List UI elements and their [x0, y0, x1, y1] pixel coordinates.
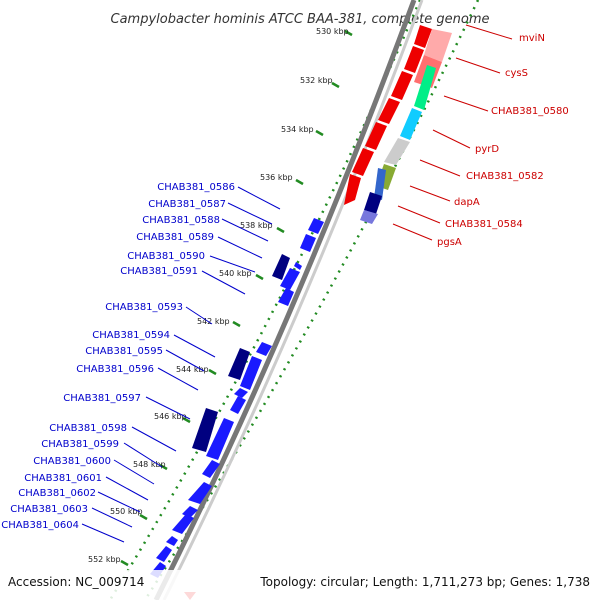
gene-label[interactable]: CHAB381_0595: [85, 346, 163, 357]
tick-marks: [120, 29, 353, 567]
gene-cysS: [414, 65, 436, 110]
backbone-light: [162, 0, 424, 600]
gene-label[interactable]: CHAB381_0587: [148, 199, 226, 210]
gene-label[interactable]: CHAB381_0603: [10, 504, 88, 515]
gene-label[interactable]: CHAB381_0589: [136, 232, 214, 243]
tick-label: 544 kbp: [176, 365, 209, 374]
tick-label: 542 kbp: [197, 317, 230, 326]
gene-arrow: [156, 546, 172, 562]
tick-label: 550 kbp: [110, 507, 143, 516]
reverse-labels: CHAB381_0586 CHAB381_0587 CHAB381_0588 C…: [1, 182, 235, 531]
gene-dapA: [374, 168, 386, 200]
gene-label[interactable]: CHAB381_0588: [142, 215, 220, 226]
tick-label: 540 kbp: [219, 269, 252, 278]
gene-label[interactable]: CHAB381_0594: [92, 330, 170, 341]
gene-label[interactable]: CHAB381_0601: [24, 473, 102, 484]
gene-arrow: [230, 396, 246, 414]
gene-label[interactable]: CHAB381_0597: [63, 393, 141, 404]
gene-mviN-shade: [424, 29, 452, 62]
gene-dark: [272, 254, 290, 280]
gene-arrow: [278, 288, 294, 306]
gene-0584: [364, 192, 382, 214]
gene-label[interactable]: CHAB381_0580: [491, 106, 569, 117]
tick-label: 548 kbp: [133, 460, 166, 469]
gene-block: [391, 71, 413, 100]
gene-arrow: [300, 234, 316, 252]
tick-label: 534 kbp: [281, 125, 314, 134]
gene-dark: [192, 408, 218, 452]
gene-block: [344, 174, 361, 205]
gene-label[interactable]: cysS: [505, 68, 528, 79]
topology-text: Topology: circular; Length: 1,711,273 bp…: [259, 575, 590, 589]
tick-label: 552 kbp: [88, 555, 121, 564]
inner-gc-track: [143, 0, 480, 600]
backbone: [153, 0, 417, 600]
gene-label[interactable]: CHAB381_0590: [127, 251, 205, 262]
forward-leader-lines: [392, 24, 513, 241]
gene-arrow: [256, 342, 272, 356]
tick-label: 538 kbp: [240, 221, 273, 230]
gene-block: [352, 148, 374, 176]
gene-label[interactable]: CHAB381_0586: [157, 182, 235, 193]
gene-label[interactable]: pyrD: [475, 144, 499, 155]
tick-label: 546 kbp: [154, 412, 187, 421]
gene-label[interactable]: CHAB381_0599: [41, 439, 119, 450]
gene-arrow: [280, 268, 300, 290]
gene-label[interactable]: mviN: [519, 33, 545, 44]
gene-block: [378, 98, 400, 124]
gene-pgsA: [360, 210, 378, 224]
gene-label[interactable]: CHAB381_0598: [49, 423, 127, 434]
forward-genes: [344, 25, 452, 224]
reverse-leader-lines: [81, 186, 281, 543]
tick-label: 536 kbp: [260, 173, 293, 182]
forward-labels: mviN cysS CHAB381_0580 pyrD CHAB381_0582…: [437, 33, 569, 248]
gene-arrow: [308, 218, 324, 234]
gene-label[interactable]: CHAB381_0604: [1, 520, 79, 531]
gene-arrow: [294, 262, 302, 270]
gene-arrow: [166, 536, 178, 546]
gene-arrow: [188, 482, 212, 504]
gene-arrow: [240, 356, 262, 390]
gene-label[interactable]: CHAB381_0593: [105, 302, 183, 313]
gene-mviN: [414, 25, 432, 48]
gene-arrow: [202, 460, 220, 478]
tick-labels: 530 kbp 532 kbp 534 kbp 536 kbp 538 kbp …: [88, 27, 349, 564]
gene-block: [404, 46, 424, 73]
reverse-genes: [150, 218, 324, 578]
gene-label[interactable]: CHAB381_0602: [18, 488, 96, 499]
gene-pyrD: [384, 138, 410, 165]
gene-label[interactable]: CHAB381_0600: [33, 456, 111, 467]
tick-label: 532 kbp: [300, 76, 333, 85]
tick-label: 530 kbp: [316, 27, 349, 36]
footer-band: [0, 570, 600, 600]
gene-block: [365, 122, 387, 150]
map-title: Campylobacter hominis ATCC BAA-381, comp…: [111, 12, 490, 27]
accession-text: Accession: NC_009714: [8, 575, 144, 589]
gene-label[interactable]: CHAB381_0582: [466, 171, 544, 182]
outer-gc-track: [108, 0, 422, 600]
gene-0580: [400, 108, 422, 140]
gene-arrow: [172, 514, 194, 534]
gene-label[interactable]: dapA: [454, 197, 480, 208]
gene-label[interactable]: pgsA: [437, 237, 462, 248]
gene-label[interactable]: CHAB381_0584: [445, 219, 523, 230]
gene-dark: [228, 348, 250, 380]
gene-label[interactable]: CHAB381_0596: [76, 364, 154, 375]
gene-arrow: [234, 388, 248, 398]
gene-arrow: [206, 418, 234, 460]
gene-label[interactable]: CHAB381_0591: [120, 266, 198, 277]
